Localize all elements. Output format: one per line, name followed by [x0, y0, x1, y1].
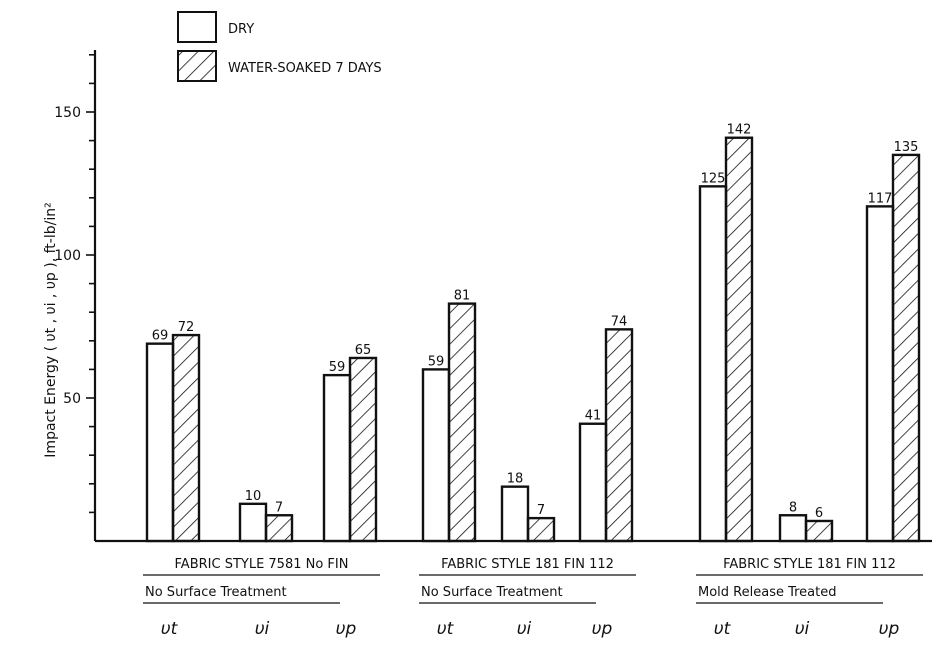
bar-value-label: 72 [178, 320, 195, 335]
category-label: υi [255, 619, 270, 639]
bar-value-label: 81 [454, 289, 471, 304]
bar-dry [500, 485, 530, 543]
y-tick-label: 50 [63, 391, 81, 407]
bar-value-label: 69 [152, 329, 169, 344]
bar-dry [145, 342, 175, 543]
bar-water-soaked [724, 136, 754, 543]
category-label: υp [879, 619, 900, 639]
legend-label: WATER-SOAKED 7 DAYS [228, 61, 382, 76]
bar-water-soaked [447, 302, 477, 543]
bar-water-soaked [264, 514, 294, 543]
bar-value-label: 7 [275, 500, 283, 515]
bar-dry [322, 373, 352, 543]
bar-value-label: 7 [537, 503, 545, 518]
category-label: υt [161, 619, 179, 639]
bar-dry [698, 185, 728, 543]
bar-value-label: 65 [355, 343, 372, 358]
legend-label: DRY [228, 22, 254, 37]
bar-dry [778, 514, 808, 543]
category-label: υp [336, 619, 357, 639]
bar-value-label: 74 [611, 314, 628, 329]
bar-water-soaked [604, 328, 634, 543]
bar-dry [865, 205, 895, 543]
category-label: υt [714, 619, 732, 639]
bar-value-label: 59 [428, 354, 445, 369]
bar-value-label: 135 [894, 140, 919, 155]
group-treatment-label: No Surface Treatment [145, 585, 287, 600]
bar-value-label: 8 [789, 500, 797, 515]
bar-water-soaked [348, 356, 378, 543]
bar-dry [238, 502, 268, 543]
group-fabric-label: FABRIC STYLE 181 FIN 112 [441, 557, 614, 572]
bar-water-soaked [804, 519, 834, 543]
bar-value-label: 18 [507, 472, 524, 487]
bar-water-soaked [171, 333, 201, 543]
y-tick-label: 150 [54, 105, 81, 121]
bar-value-label: 10 [245, 489, 262, 504]
bar-water-soaked [891, 153, 921, 543]
legend-swatch-plain [177, 11, 217, 43]
bar-dry [578, 422, 608, 543]
category-labels: υt υi υp FABRIC STYLE 7581 No FIN No Surface… [143, 557, 923, 639]
group-treatment-label: Mold Release Treated [698, 585, 837, 600]
y-axis-title: Impact Energy ( υt , υi , υp ), ft-lb/in… [43, 202, 59, 457]
bars: 69 72 10 7 59 65 59 81 18 7 41 74 125 142 8 6 117 135 [145, 123, 921, 543]
category-label: υi [517, 619, 532, 639]
bar-water-soaked [526, 516, 556, 543]
legend-swatch-hatched [177, 50, 217, 82]
group-fabric-label: FABRIC STYLE 7581 No FIN [175, 557, 349, 572]
category-label: υp [592, 619, 613, 639]
bar-value-label: 59 [329, 360, 346, 375]
bar-dry [421, 368, 451, 543]
legend: DRY WATER-SOAKED 7 DAYS [177, 11, 382, 82]
bar-value-label: 117 [868, 191, 893, 206]
group-fabric-label: FABRIC STYLE 181 FIN 112 [723, 557, 896, 572]
bar-value-label: 125 [701, 171, 726, 186]
bar-value-label: 41 [585, 409, 602, 424]
category-label: υi [795, 619, 810, 639]
y-tick-label: 100 [54, 248, 81, 264]
category-label: υt [437, 619, 455, 639]
bar-value-label: 142 [727, 123, 752, 138]
bar-value-label: 6 [815, 506, 823, 521]
group-treatment-label: No Surface Treatment [421, 585, 563, 600]
